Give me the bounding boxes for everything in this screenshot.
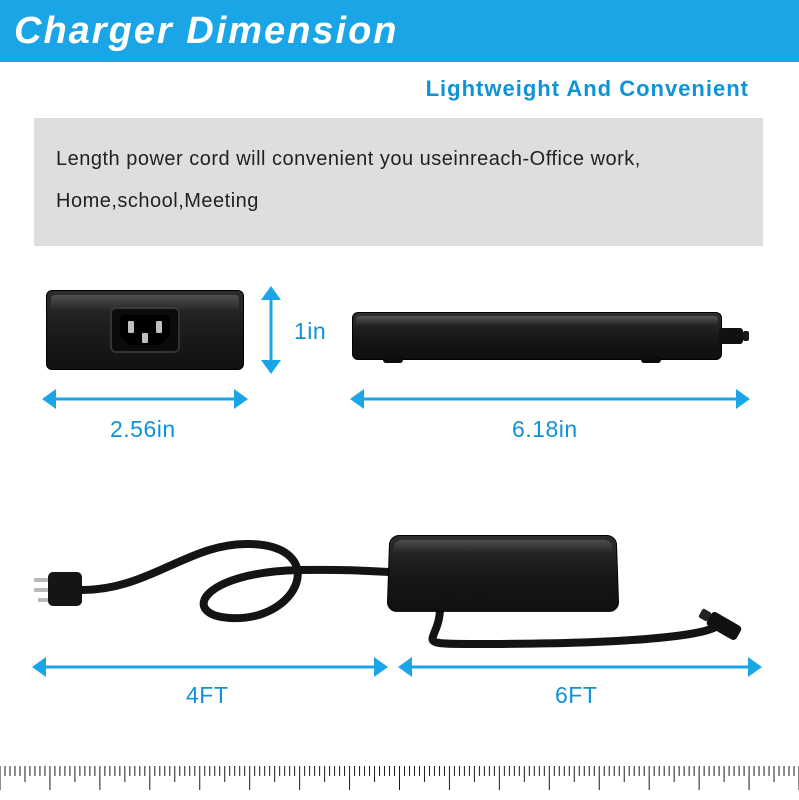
power-cord-dimension-arrow <box>34 654 386 680</box>
subtitle-text: Lightweight And Convenient <box>426 76 749 101</box>
length-dimension-arrow <box>352 386 748 412</box>
description-text: Length power cord will convenient you us… <box>56 138 741 222</box>
length-label: 6.18in <box>512 416 578 443</box>
output-cord-dimension-arrow <box>400 654 760 680</box>
output-cord-label: 6FT <box>555 682 597 709</box>
adapter-side-view <box>352 312 722 360</box>
subtitle-row: Lightweight And Convenient <box>0 62 799 112</box>
page-title: Charger Dimension <box>14 10 399 53</box>
width-label: 2.56in <box>110 416 176 443</box>
cord-diagram: 4FT 6FT <box>0 522 799 712</box>
adapter-perspective-view <box>387 535 620 612</box>
power-cord-label: 4FT <box>186 682 228 709</box>
description-box: Length power cord will convenient you us… <box>34 118 763 246</box>
header-band: Charger Dimension <box>0 0 799 62</box>
iec-socket-icon <box>110 307 180 353</box>
width-dimension-arrow <box>44 386 246 412</box>
dimension-diagram: 1in 2.56in 6.18in <box>0 282 799 512</box>
adapter-front-view <box>46 290 244 370</box>
barrel-connector-icon <box>719 328 743 344</box>
ruler-strip <box>0 766 799 800</box>
height-label: 1in <box>294 318 326 345</box>
height-dimension-arrow <box>258 288 284 372</box>
